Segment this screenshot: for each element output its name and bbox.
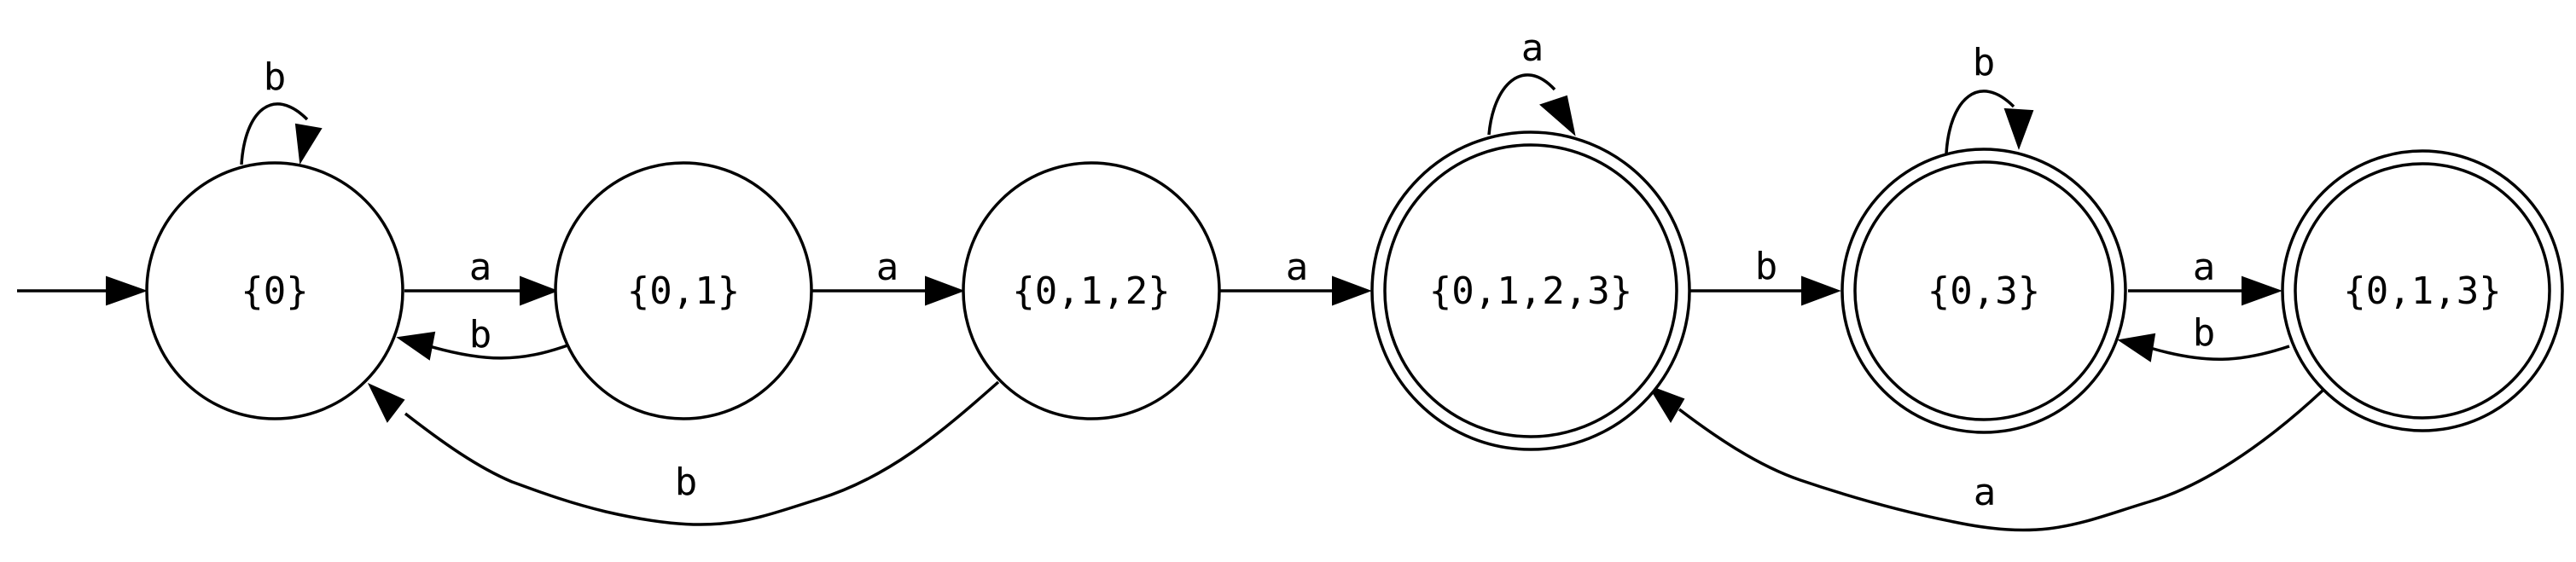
edge-s03-self-b: b bbox=[1945, 41, 2034, 154]
edge-label: a bbox=[1521, 26, 1544, 70]
edge-label: b bbox=[469, 313, 492, 356]
edge-s01-s0-b: b bbox=[396, 313, 571, 361]
edge-label: a bbox=[2193, 246, 2216, 289]
state-0-1-2-3[interactable]: {0,1,2,3} bbox=[1370, 130, 1691, 451]
state-0-1-2[interactable]: {0,1,2} bbox=[962, 161, 1221, 420]
edge-s012-s0123-a: a bbox=[1220, 246, 1372, 306]
edge-label: a bbox=[1286, 246, 1309, 289]
edge-s0123-self-a: a bbox=[1487, 26, 1576, 136]
state-0-1-3[interactable]: {0,1,3} bbox=[2281, 149, 2564, 432]
edge-label: a bbox=[876, 246, 899, 289]
edge-label: b bbox=[675, 461, 698, 504]
edge-s0-self-b: b bbox=[240, 55, 323, 165]
edge-label: b bbox=[1973, 41, 1996, 84]
edge-s0-s01-a: a bbox=[404, 246, 559, 306]
edge-label: b bbox=[264, 55, 287, 99]
edge-label: a bbox=[469, 246, 492, 289]
state-0[interactable]: {0} bbox=[145, 161, 404, 420]
state-label: {0,1,3} bbox=[2343, 269, 2501, 313]
start-arrow bbox=[17, 275, 148, 306]
state-label: {0} bbox=[241, 269, 308, 313]
state-label: {0,1,2,3} bbox=[1429, 269, 1632, 313]
state-label: {0,1} bbox=[627, 269, 740, 313]
edge-s013-s0123-a: a bbox=[1647, 385, 2324, 532]
edge-label: b bbox=[1755, 245, 1778, 288]
edge-label: b bbox=[2193, 311, 2216, 355]
edge-label: a bbox=[1974, 471, 1997, 514]
edge-s0123-s03-b: b bbox=[1689, 245, 1841, 306]
state-label: {0,3} bbox=[1928, 269, 2040, 313]
state-0-3[interactable]: {0,3} bbox=[1840, 148, 2127, 434]
edge-s013-s03-b: b bbox=[2117, 311, 2290, 362]
state-label: {0,1,2} bbox=[1012, 269, 1170, 313]
edge-s01-s012-a: a bbox=[811, 246, 965, 306]
state-0-1[interactable]: {0,1} bbox=[554, 161, 813, 420]
edge-s012-s0-b: b bbox=[367, 380, 1000, 526]
edge-s03-s013-a: a bbox=[2128, 246, 2282, 306]
